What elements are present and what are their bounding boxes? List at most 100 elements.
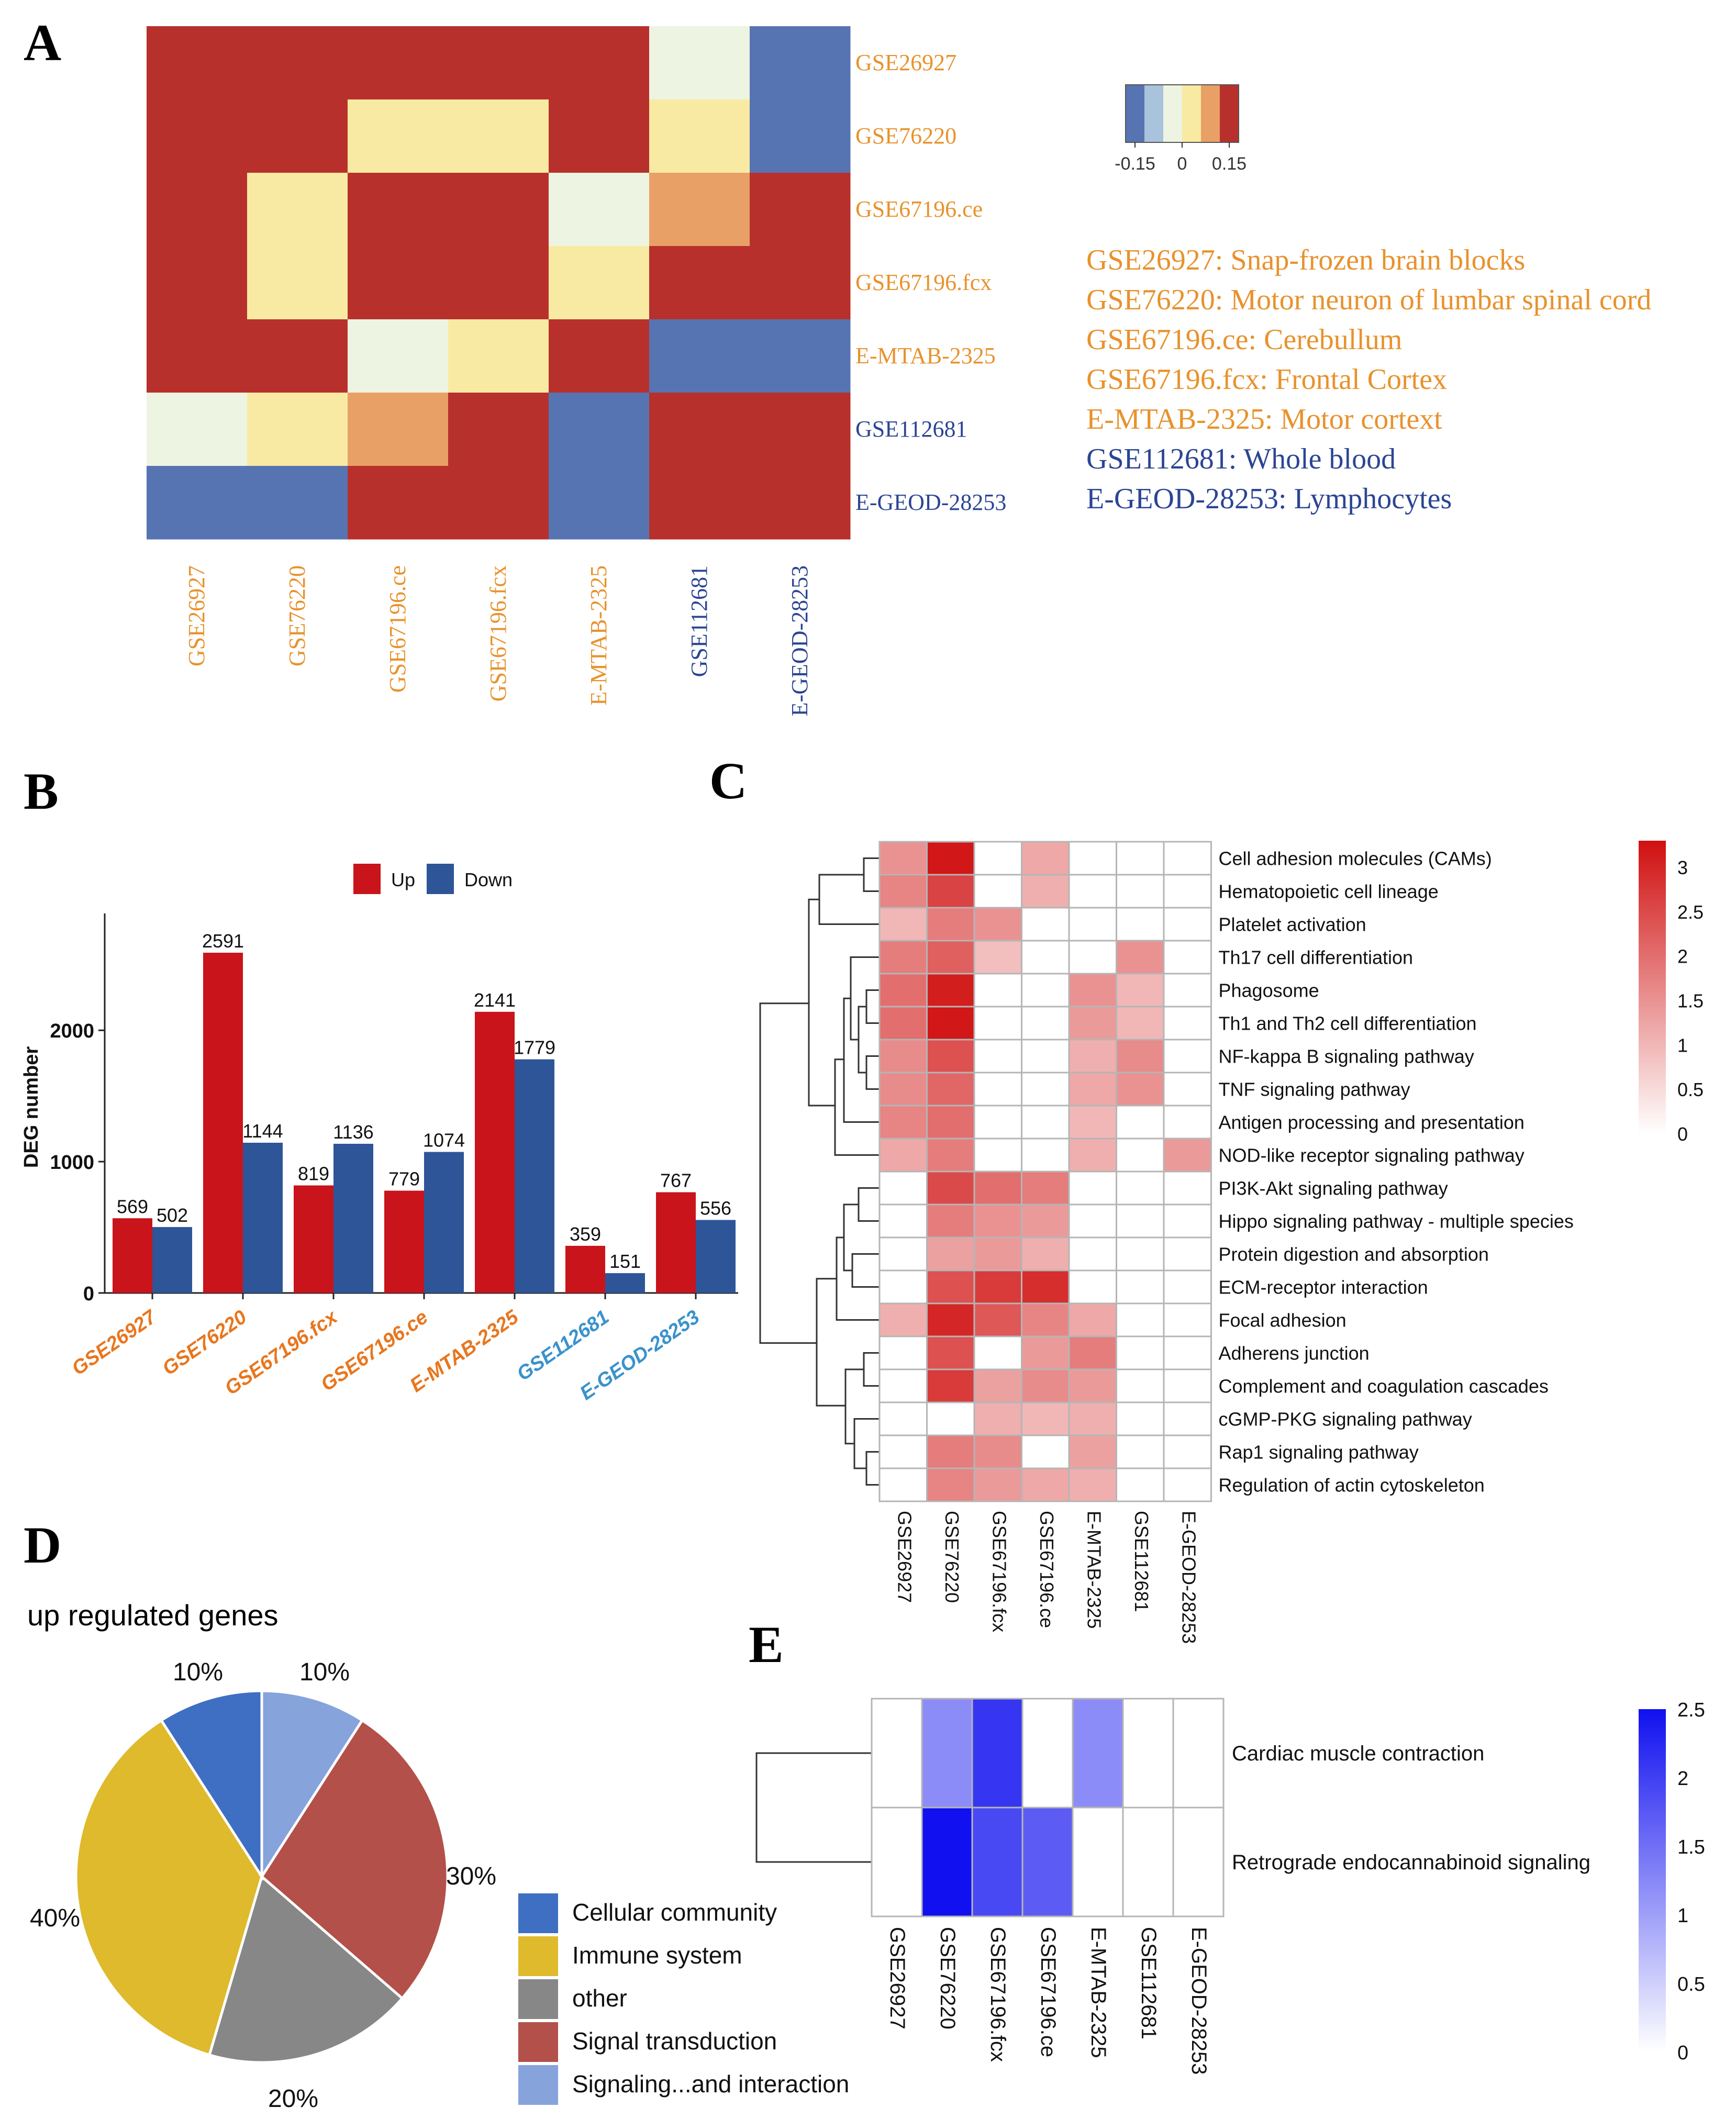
corr-row-label: GSE26927 xyxy=(855,50,956,75)
kegg-cell xyxy=(878,1039,928,1074)
kegg-dendrogram-branch xyxy=(844,1368,864,1445)
corr-cell xyxy=(750,319,851,393)
correlation-column-labels: GSE26927 GSE76220 GSE67196.ce GSE67196.fcx E… xyxy=(184,565,813,716)
kegg-cell xyxy=(1163,1368,1212,1403)
corr-cell xyxy=(348,99,449,173)
kegg-cell xyxy=(1163,1236,1212,1272)
deg-bar-up xyxy=(565,1245,605,1293)
kegg-e-legend-tick-label: 2.5 xyxy=(1677,1699,1705,1721)
corr-cell xyxy=(549,246,650,320)
kegg-cell xyxy=(1021,940,1070,975)
kegg-e-cell xyxy=(1172,1806,1225,1917)
kegg-cell xyxy=(973,1302,1022,1337)
corr-legend-swatch xyxy=(1144,85,1163,142)
corr-legend-tick-label: 0.15 xyxy=(1212,154,1247,174)
kegg-dendrogram xyxy=(759,857,880,1486)
kegg-legend-tick-label: 3 xyxy=(1677,857,1688,878)
kegg-row-label: Phagosome xyxy=(1219,980,1319,1001)
deg-bar-value: 569 xyxy=(117,1196,148,1217)
pie-percent-label: 40% xyxy=(30,1904,80,1932)
kegg-dendrogram-branch xyxy=(865,1055,880,1090)
kegg-legend-gradient xyxy=(1639,841,1666,1134)
kegg-legend-tick-label: 2.5 xyxy=(1677,901,1704,923)
kegg-row-label: PI3K-Akt signaling pathway xyxy=(1219,1178,1448,1199)
kegg-cell xyxy=(926,973,975,1008)
kegg-row-label: TNF signaling pathway xyxy=(1219,1079,1410,1100)
kegg-cell xyxy=(1021,1072,1070,1107)
kegg-e-cell xyxy=(1072,1698,1124,1809)
pie-legend-swatch xyxy=(518,1979,558,2019)
kegg-row-label: Focal adhesion xyxy=(1219,1310,1346,1331)
corr-cell xyxy=(348,246,449,320)
corr-cell xyxy=(549,173,650,247)
kegg-cell xyxy=(878,1170,928,1206)
kegg-cell xyxy=(1068,1434,1117,1469)
panel-label-b: B xyxy=(24,762,59,820)
kegg-cell xyxy=(1021,1203,1070,1239)
pie-slice xyxy=(207,1874,404,2064)
corr-cell xyxy=(750,99,851,173)
kegg-cell xyxy=(878,1434,928,1469)
kegg-cell xyxy=(878,1302,928,1337)
kegg-cell xyxy=(1068,907,1117,942)
kegg-cell xyxy=(973,1170,1022,1206)
kegg-dendrogram-branch xyxy=(843,1203,859,1272)
kegg-cell xyxy=(1163,1302,1212,1337)
kegg-cell xyxy=(1068,1335,1117,1370)
kegg-cell xyxy=(1068,1072,1117,1107)
kegg-cell xyxy=(973,841,1022,876)
corr-cell xyxy=(649,393,750,466)
deg-bar-down xyxy=(152,1227,192,1293)
kegg-e-cell xyxy=(1172,1698,1225,1809)
deg-bar-value: 1144 xyxy=(242,1120,283,1142)
kegg-cell xyxy=(1116,1006,1165,1041)
kegg-cell xyxy=(1116,1467,1165,1502)
deg-bar-down xyxy=(515,1059,554,1293)
corr-cell xyxy=(649,466,750,540)
corr-cell xyxy=(147,319,248,393)
kegg-e-dendrogram xyxy=(755,1752,872,1863)
corr-col-label: GSE26927 xyxy=(184,565,209,666)
kegg-cell xyxy=(1116,1170,1165,1206)
corr-cell xyxy=(649,173,750,247)
kegg-dendrogram-branch xyxy=(759,1002,817,1344)
kegg-cell xyxy=(1163,1170,1212,1206)
kegg-legend-tick-label: 0 xyxy=(1677,1123,1688,1145)
kegg-cell xyxy=(1021,1006,1070,1041)
correlation-cells xyxy=(147,26,851,540)
deg-bar-down xyxy=(333,1144,373,1293)
deg-bar-down xyxy=(605,1273,645,1293)
kegg-cell xyxy=(926,1039,975,1074)
deg-bar-value: 767 xyxy=(660,1170,692,1191)
panel-label-d: D xyxy=(24,1516,61,1574)
kegg-dendrogram-branch xyxy=(808,898,835,1107)
pie-percent-label: 20% xyxy=(268,2085,318,2113)
kegg-cell xyxy=(1068,1039,1117,1074)
pie-percent-label: 30% xyxy=(446,1863,496,1890)
kegg-cell xyxy=(878,973,928,1008)
deg-bar-value: 151 xyxy=(609,1251,641,1272)
kegg-col-label: E-MTAB-2325 xyxy=(1083,1511,1105,1629)
kegg-row-label: ECM-receptor interaction xyxy=(1219,1277,1428,1298)
deg-y-axis-label: DEG number xyxy=(20,1046,42,1168)
kegg-e-legend-tick-label: 0 xyxy=(1677,2042,1688,2064)
kegg-cell xyxy=(926,1335,975,1370)
kegg-cell xyxy=(1116,1302,1165,1337)
kegg-cell xyxy=(1116,874,1165,909)
deg-bar-value: 359 xyxy=(570,1223,601,1245)
kegg-cell xyxy=(973,1072,1022,1107)
corr-cell xyxy=(448,319,549,393)
corr-col-label: GSE76220 xyxy=(284,565,310,666)
corr-cell xyxy=(649,99,750,173)
kegg-cell xyxy=(1163,1039,1212,1074)
kegg-e-legend-tick-label: 0.5 xyxy=(1677,1973,1705,1995)
deg-category-labels: GSE26927GSE76220GSE67196.fcxGSE67196.ceE… xyxy=(68,1306,704,1404)
kegg-cell xyxy=(1021,973,1070,1008)
kegg-cell xyxy=(1116,1269,1165,1304)
kegg-cell xyxy=(1163,1105,1212,1140)
corr-row-label: E-MTAB-2325 xyxy=(855,343,996,369)
deg-bar-up xyxy=(656,1192,696,1293)
kegg-cell xyxy=(1116,1039,1165,1074)
